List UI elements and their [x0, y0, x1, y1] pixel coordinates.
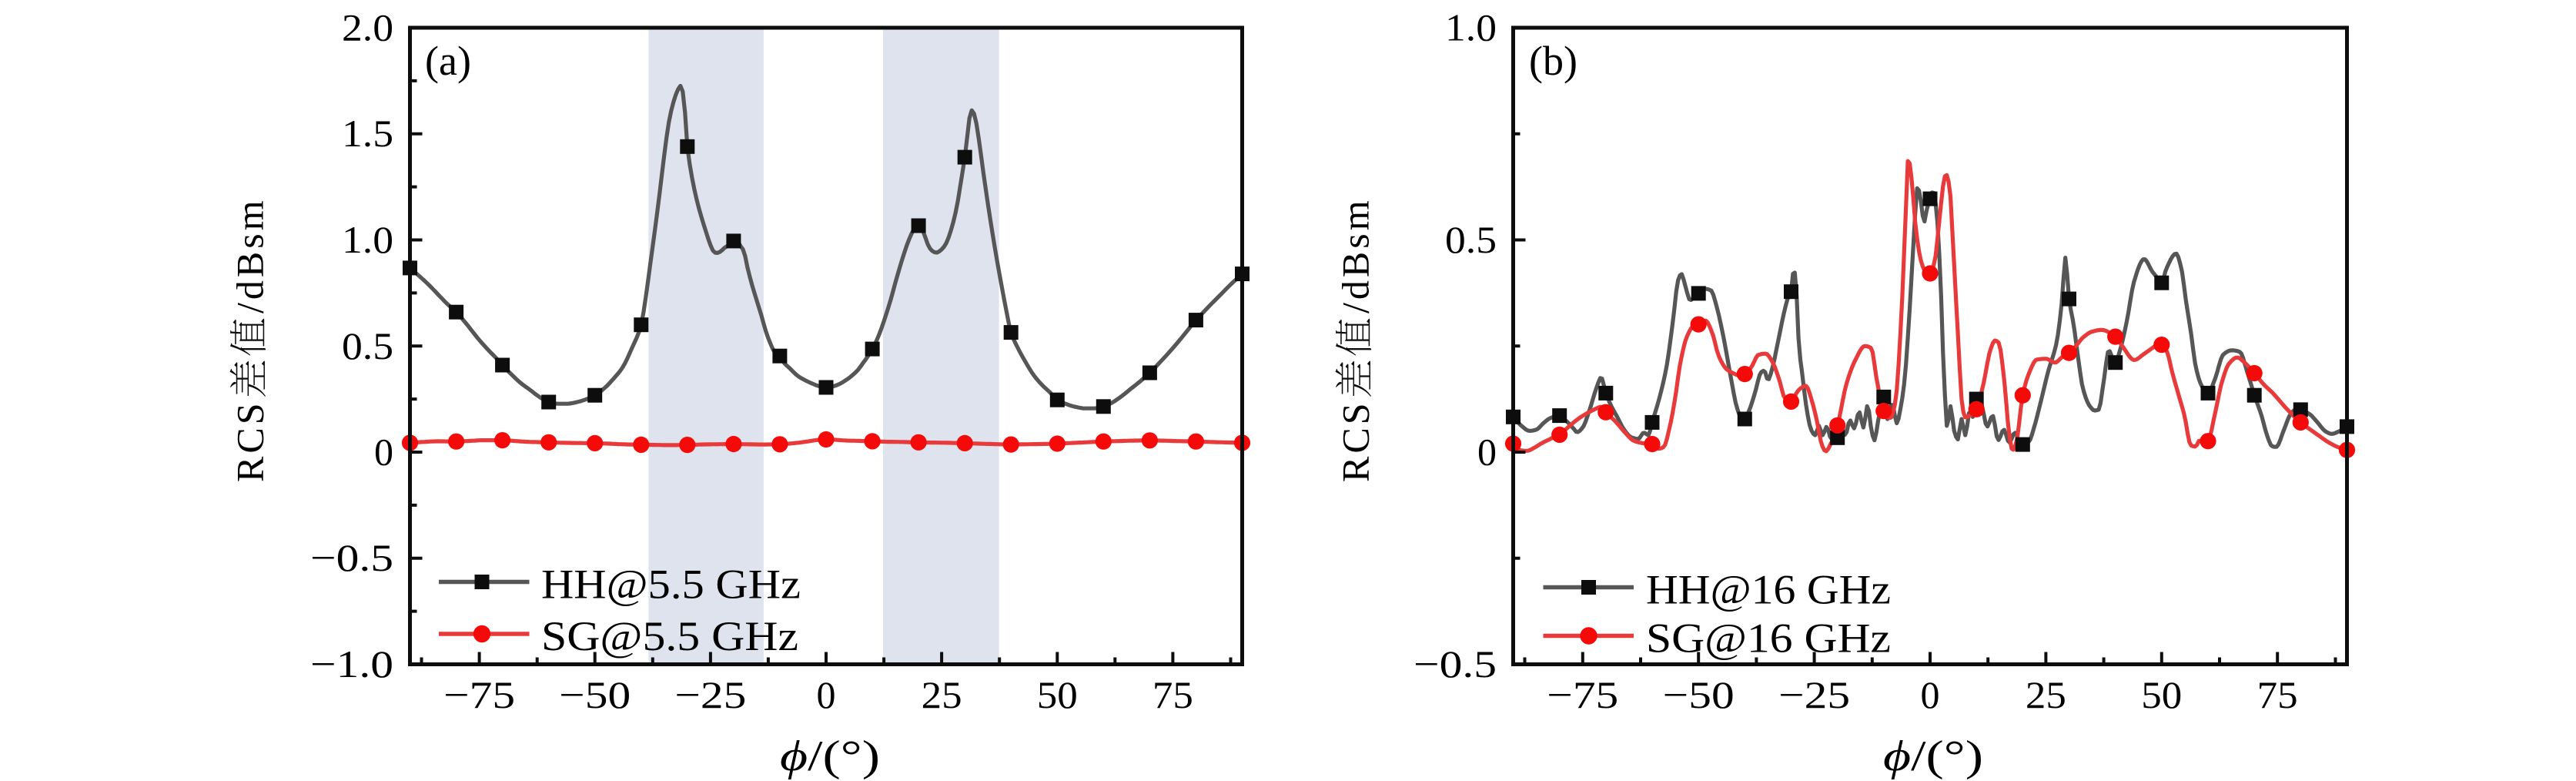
svg-text:1.0: 1.0	[342, 218, 393, 261]
svg-text:50: 50	[1037, 673, 1078, 716]
svg-text:HH@16 GHz: HH@16 GHz	[1646, 567, 1891, 613]
svg-text:0.5: 0.5	[1445, 218, 1497, 261]
svg-text:HH@5.5 GHz: HH@5.5 GHz	[541, 561, 801, 608]
svg-text:2.0: 2.0	[342, 6, 393, 49]
svg-text:−25: −25	[674, 673, 746, 716]
svg-text:(b): (b)	[1529, 38, 1577, 84]
svg-text:RCS: RCS	[229, 400, 272, 482]
svg-text:75: 75	[1153, 673, 1193, 716]
svg-text:/dBsm: /dBsm	[1334, 197, 1377, 313]
svg-text:−1.0: −1.0	[310, 642, 393, 685]
svg-text:75: 75	[2257, 673, 2298, 716]
svg-text:0: 0	[374, 431, 393, 474]
svg-text:0: 0	[1477, 431, 1497, 474]
svg-text:50: 50	[2141, 673, 2182, 716]
svg-text:(a): (a)	[425, 38, 471, 84]
svg-text:1.0: 1.0	[1445, 6, 1497, 49]
svg-text:−0.5: −0.5	[1413, 642, 1497, 685]
svg-text:0: 0	[817, 673, 836, 716]
svg-text:−50: −50	[1663, 673, 1735, 716]
svg-text:0.5: 0.5	[342, 324, 393, 367]
svg-text:RCS: RCS	[1334, 400, 1377, 482]
svg-text:−75: −75	[1547, 673, 1618, 716]
svg-text:0: 0	[1921, 673, 1940, 716]
svg-text:ϕ/(°): ϕ/(°)	[1883, 732, 1983, 780]
svg-text:25: 25	[2026, 673, 2066, 716]
svg-text:−0.5: −0.5	[310, 536, 393, 579]
svg-text:−25: −25	[1778, 673, 1850, 716]
svg-text:/dBsm: /dBsm	[229, 197, 272, 313]
svg-text:SG@16 GHz: SG@16 GHz	[1646, 615, 1891, 662]
svg-text:1.5: 1.5	[342, 112, 393, 155]
svg-text:−50: −50	[559, 673, 631, 716]
svg-text:25: 25	[922, 673, 962, 716]
svg-text:−75: −75	[443, 673, 515, 716]
svg-text:SG@5.5 GHz: SG@5.5 GHz	[541, 613, 798, 659]
svg-text:ϕ/(°): ϕ/(°)	[780, 732, 880, 780]
